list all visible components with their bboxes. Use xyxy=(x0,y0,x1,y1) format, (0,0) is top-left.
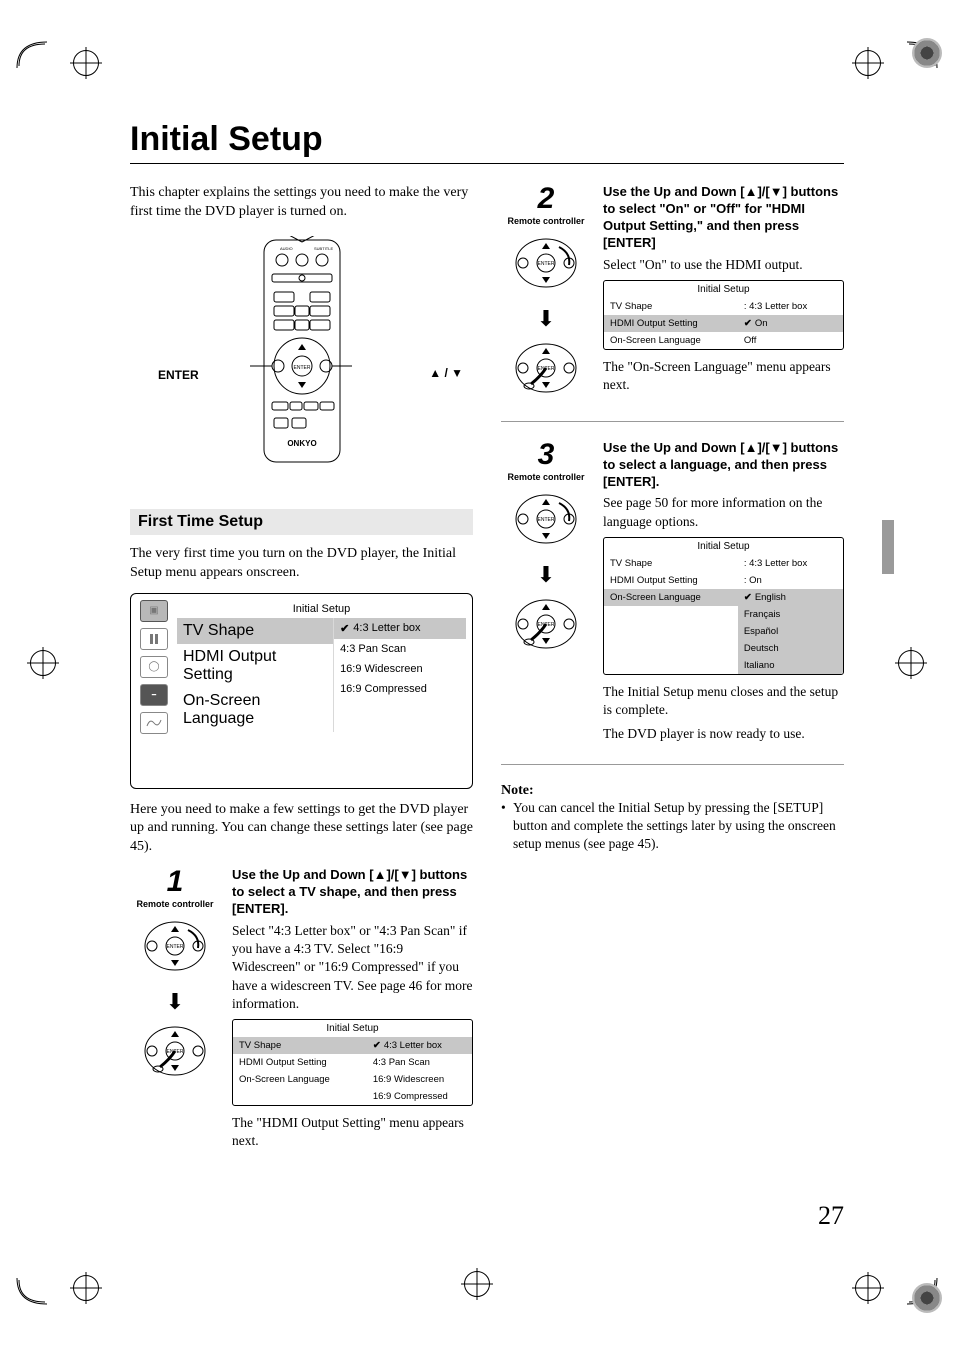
menu-opt-43ps: 4:3 Pan Scan xyxy=(334,639,466,659)
crop-mark-bl xyxy=(15,1276,49,1311)
svg-text:ENTER: ENTER xyxy=(538,261,555,267)
svg-text:SUBTITLE: SUBTITLE xyxy=(314,246,333,251)
arrows-label: ▲ / ▼ xyxy=(429,366,463,380)
svg-text:ONKYO: ONKYO xyxy=(287,439,316,448)
menu-item-lang: On-Screen Language xyxy=(177,688,333,732)
note-heading: Note: xyxy=(501,783,844,799)
note-text: You can cancel the Initial Setup by pres… xyxy=(501,799,844,854)
step3-menu: Initial Setup TV Shape HDMI Output Setti… xyxy=(603,537,844,675)
step1-heading: Use the Up and Down []/[] buttons to sel… xyxy=(232,867,473,918)
left-column: This chapter explains the settings you n… xyxy=(130,184,473,1188)
arrow-down-icon: ⬇ xyxy=(130,989,220,1015)
step2-body: Select "On" to use the HDMI output. xyxy=(603,256,844,274)
menu-icon-other xyxy=(140,712,168,734)
step3-body: See page 50 for more information on the … xyxy=(603,494,844,530)
page-title: Initial Setup xyxy=(130,120,844,164)
svg-text:ENTER: ENTER xyxy=(293,365,310,371)
menu-icon-lang: ◯ xyxy=(140,656,168,678)
intro-text: This chapter explains the settings you n… xyxy=(130,184,473,222)
step1-menu: Initial Setup TV Shape HDMI Output Setti… xyxy=(232,1019,473,1106)
remote-diagram: ENTER AUDIO SUBTITLE xyxy=(130,236,473,471)
registration-mark-r xyxy=(898,650,924,676)
step-3: 3 Remote controller ENTER ⬇ ENTER xyxy=(501,440,844,765)
first-time-p2: Here you need to make a few settings to … xyxy=(130,801,473,858)
step2-remote-label: Remote controller xyxy=(501,216,591,227)
step2-menu: Initial Setup TV Shape HDMI Output Setti… xyxy=(603,280,844,350)
step2-heading: Use the Up and Down []/[] buttons to sel… xyxy=(603,184,844,252)
page-number: 27 xyxy=(818,1201,844,1231)
section-heading: First Time Setup xyxy=(130,509,473,535)
color-target-tr xyxy=(912,38,942,68)
enter-label: ENTER xyxy=(158,368,199,382)
step2-tail: The "On-Screen Language" menu appears ne… xyxy=(603,358,844,394)
menu-item-hdmi: HDMI Output Setting xyxy=(177,644,333,688)
step2-number: 2 xyxy=(501,184,591,214)
registration-mark-tl xyxy=(73,50,99,76)
color-target-br xyxy=(912,1283,942,1313)
first-time-p1: The very first time you turn on the DVD … xyxy=(130,545,473,583)
menu-opt-169c: 16:9 Compressed xyxy=(334,679,466,699)
dpad-icon: ENTER xyxy=(511,235,581,291)
menu-icon-video: ▣ xyxy=(140,600,168,622)
enter-pad-icon: ENTER xyxy=(140,1023,210,1079)
step1-tail: The "HDMI Output Setting" menu appears n… xyxy=(232,1114,473,1150)
svg-text:AUDIO: AUDIO xyxy=(280,246,293,251)
menu-opt-169w: 16:9 Widescreen xyxy=(334,659,466,679)
step3-number: 3 xyxy=(501,440,591,470)
menu-icon-display: ━ xyxy=(140,684,168,706)
dpad-icon: ENTER xyxy=(511,491,581,547)
note-block: Note: You can cancel the Initial Setup b… xyxy=(501,783,844,854)
arrow-down-icon: ⬇ xyxy=(501,306,591,332)
step3-remote-label: Remote controller xyxy=(501,472,591,483)
registration-mark-l xyxy=(30,650,56,676)
step3-tail2: The DVD player is now ready to use. xyxy=(603,725,844,743)
registration-mark-br xyxy=(855,1275,881,1301)
svg-text:ENTER: ENTER xyxy=(538,517,555,523)
page-tab-marker xyxy=(882,520,894,574)
step1-number: 1 xyxy=(130,867,220,897)
crop-mark-tl xyxy=(15,40,49,75)
step1-body: Select "4:3 Letter box" or "4:3 Pan Scan… xyxy=(232,922,473,1013)
remote-svg: AUDIO SUBTITLE ENTER xyxy=(202,236,402,466)
step3-heading: Use the Up and Down []/[] buttons to sel… xyxy=(603,440,844,491)
step1-remote-label: Remote controller xyxy=(130,899,220,910)
dpad-icon: ENTER xyxy=(140,918,210,974)
menu-title: Initial Setup xyxy=(177,600,466,618)
step-2: 2 Remote controller ENTER ⬇ ENTER xyxy=(501,184,844,422)
step3-tail1: The Initial Setup menu closes and the se… xyxy=(603,683,844,719)
menu-item-tvshape: TV Shape xyxy=(177,618,333,644)
enter-pad-icon: ENTER xyxy=(511,596,581,652)
menu-opt-43lb: ✔4:3 Letter box xyxy=(334,618,466,639)
registration-mark-bc xyxy=(464,1271,490,1297)
initial-setup-menu-large: ▣ ◯ ━ Initial Setup TV Shape HDMI Output… xyxy=(130,593,473,789)
step-1: 1 Remote controller ENTER ⬇ ENTER xyxy=(130,867,473,1170)
menu-icon-audio xyxy=(140,628,168,650)
menu-icon-strip: ▣ ◯ ━ xyxy=(137,600,171,782)
right-column: 2 Remote controller ENTER ⬇ ENTER xyxy=(501,184,844,1188)
registration-mark-bl xyxy=(73,1275,99,1301)
enter-pad-icon: ENTER xyxy=(511,340,581,396)
arrow-down-icon: ⬇ xyxy=(501,562,591,588)
registration-mark-tr xyxy=(855,50,881,76)
svg-text:ENTER: ENTER xyxy=(167,944,184,950)
